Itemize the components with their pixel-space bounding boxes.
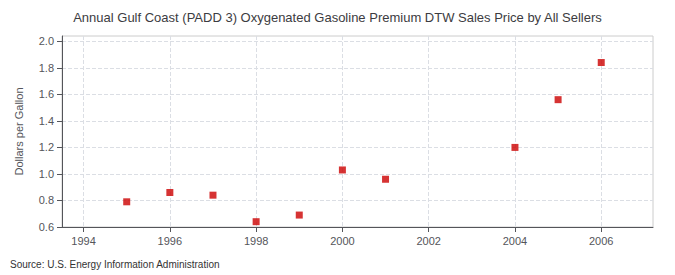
svg-text:2.0: 2.0 xyxy=(39,35,54,47)
svg-text:1998: 1998 xyxy=(244,235,268,247)
svg-text:1.6: 1.6 xyxy=(39,88,54,100)
svg-text:1.0: 1.0 xyxy=(39,168,54,180)
svg-text:Source: U.S. Energy Informatio: Source: U.S. Energy Information Administ… xyxy=(10,259,220,270)
svg-text:0.8: 0.8 xyxy=(39,194,54,206)
svg-text:Annual Gulf Coast (PADD 3) Oxy: Annual Gulf Coast (PADD 3) Oxygenated Ga… xyxy=(73,10,602,25)
svg-text:2006: 2006 xyxy=(589,235,613,247)
svg-text:1.8: 1.8 xyxy=(39,62,54,74)
svg-text:0.6: 0.6 xyxy=(39,221,54,233)
svg-text:1994: 1994 xyxy=(71,235,95,247)
svg-text:2002: 2002 xyxy=(416,235,440,247)
svg-text:1996: 1996 xyxy=(158,235,182,247)
svg-text:Dollars per Gallon: Dollars per Gallon xyxy=(13,87,25,175)
svg-text:1.4: 1.4 xyxy=(39,115,54,127)
svg-text:2004: 2004 xyxy=(503,235,527,247)
svg-text:1.2: 1.2 xyxy=(39,141,54,153)
svg-text:2000: 2000 xyxy=(330,235,354,247)
